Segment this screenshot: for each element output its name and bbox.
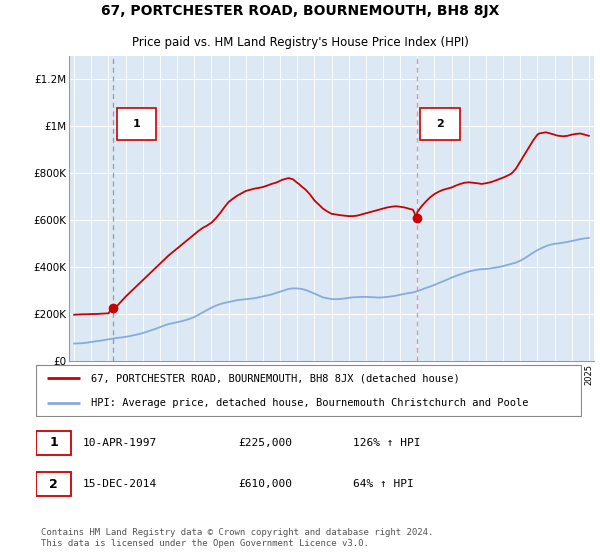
Text: Contains HM Land Registry data © Crown copyright and database right 2024.
This d: Contains HM Land Registry data © Crown c… <box>41 529 434 548</box>
Text: 2: 2 <box>49 478 58 491</box>
Text: 126% ↑ HPI: 126% ↑ HPI <box>353 438 420 448</box>
FancyBboxPatch shape <box>36 365 581 417</box>
FancyBboxPatch shape <box>117 108 156 140</box>
Text: 10-APR-1997: 10-APR-1997 <box>82 438 157 448</box>
Text: 67, PORTCHESTER ROAD, BOURNEMOUTH, BH8 8JX (detached house): 67, PORTCHESTER ROAD, BOURNEMOUTH, BH8 8… <box>91 374 460 384</box>
Text: £610,000: £610,000 <box>238 479 292 489</box>
Text: Price paid vs. HM Land Registry's House Price Index (HPI): Price paid vs. HM Land Registry's House … <box>131 36 469 49</box>
Text: 1: 1 <box>133 119 140 129</box>
Text: 64% ↑ HPI: 64% ↑ HPI <box>353 479 413 489</box>
FancyBboxPatch shape <box>36 472 71 496</box>
Text: HPI: Average price, detached house, Bournemouth Christchurch and Poole: HPI: Average price, detached house, Bour… <box>91 398 528 408</box>
Text: £225,000: £225,000 <box>238 438 292 448</box>
Text: 67, PORTCHESTER ROAD, BOURNEMOUTH, BH8 8JX: 67, PORTCHESTER ROAD, BOURNEMOUTH, BH8 8… <box>101 4 499 17</box>
Text: 2: 2 <box>436 119 444 129</box>
Text: 15-DEC-2014: 15-DEC-2014 <box>82 479 157 489</box>
FancyBboxPatch shape <box>36 431 71 455</box>
FancyBboxPatch shape <box>420 108 460 140</box>
Text: 1: 1 <box>49 436 58 449</box>
